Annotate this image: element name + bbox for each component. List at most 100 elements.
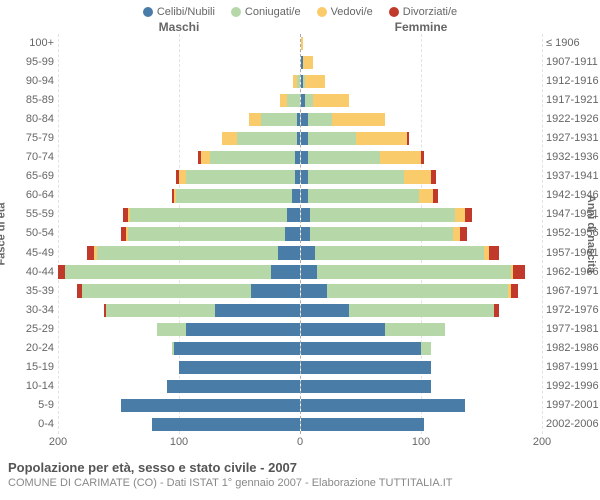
- segment: [315, 246, 484, 259]
- segment: [271, 265, 300, 278]
- female-half: [301, 208, 543, 221]
- female-half: [301, 37, 543, 50]
- segment: [285, 227, 299, 240]
- age-label: 60-64: [0, 186, 54, 205]
- segment: [465, 208, 472, 221]
- male-half: [58, 323, 300, 336]
- age-label: 10-14: [0, 377, 54, 396]
- male-half: [58, 56, 300, 69]
- segment: [301, 380, 431, 393]
- segment: [313, 94, 349, 107]
- male-half: [58, 361, 300, 374]
- segment: [179, 170, 186, 183]
- bar-row: [58, 224, 542, 243]
- birth-label: 1912-1916: [546, 72, 600, 91]
- segment: [186, 170, 295, 183]
- segment: [356, 132, 407, 145]
- segment: [349, 304, 494, 317]
- birth-label: 1972-1976: [546, 301, 600, 320]
- segment: [287, 208, 299, 221]
- legend-swatch-vedovi: [317, 7, 327, 17]
- bar-row: [58, 110, 542, 129]
- segment: [308, 189, 419, 202]
- bar-row: [58, 244, 542, 263]
- male-half: [58, 132, 300, 145]
- female-half: [301, 113, 543, 126]
- female-half: [301, 170, 543, 183]
- legend-swatch-coniugati: [231, 7, 241, 17]
- segment: [301, 323, 386, 336]
- segment: [237, 132, 297, 145]
- birth-label: 1932-1936: [546, 148, 600, 167]
- segment: [179, 361, 300, 374]
- segment: [407, 132, 409, 145]
- birth-label: 1982-1986: [546, 339, 600, 358]
- segment: [310, 227, 452, 240]
- male-half: [58, 189, 300, 202]
- segment: [332, 113, 385, 126]
- segment: [433, 189, 438, 202]
- segment: [301, 418, 424, 431]
- segment: [128, 227, 285, 240]
- segment: [301, 132, 308, 145]
- female-half: [301, 323, 543, 336]
- male-half: [58, 265, 300, 278]
- segment: [301, 246, 315, 259]
- x-tick: 100: [170, 436, 188, 448]
- bar-row: [58, 167, 542, 186]
- segment: [460, 227, 467, 240]
- female-half: [301, 94, 543, 107]
- legend-item: Coniugati/e: [231, 6, 301, 18]
- age-label: 95-99: [0, 53, 54, 72]
- legend-item: Celibi/Nubili: [143, 6, 215, 18]
- chart-title: Popolazione per età, sesso e stato civil…: [0, 452, 600, 475]
- legend-swatch-divorziati: [389, 7, 399, 17]
- female-half: [301, 284, 543, 297]
- segment: [305, 94, 312, 107]
- age-label: 80-84: [0, 110, 54, 129]
- age-label: 65-69: [0, 167, 54, 186]
- male-half: [58, 37, 300, 50]
- segment: [421, 342, 431, 355]
- female-half: [301, 418, 543, 431]
- legend-label: Vedovi/e: [331, 6, 373, 18]
- segment: [167, 380, 300, 393]
- segment: [327, 284, 508, 297]
- birth-label: 1922-1926: [546, 110, 600, 129]
- segment: [303, 56, 313, 69]
- birth-label: 2002-2006: [546, 415, 600, 434]
- legend-label: Divorziati/e: [403, 6, 457, 18]
- bar-row: [58, 53, 542, 72]
- age-label: 45-49: [0, 244, 54, 263]
- segment: [455, 208, 465, 221]
- segment: [215, 304, 300, 317]
- bar-row: [58, 377, 542, 396]
- segment: [251, 284, 299, 297]
- x-axis: 2001000100200: [58, 436, 542, 452]
- birth-label: 1917-1921: [546, 91, 600, 110]
- female-half: [301, 361, 543, 374]
- segment: [106, 304, 215, 317]
- segment: [301, 361, 431, 374]
- sex-headers: Maschi Femmine: [58, 20, 542, 34]
- segment: [121, 399, 300, 412]
- segment: [186, 323, 300, 336]
- age-label: 90-94: [0, 72, 54, 91]
- segment: [297, 75, 299, 88]
- bar-row: [58, 358, 542, 377]
- bar-row: [58, 282, 542, 301]
- bar-row: [58, 129, 542, 148]
- male-half: [58, 170, 300, 183]
- male-half: [58, 342, 300, 355]
- female-half: [301, 265, 543, 278]
- segment: [301, 37, 303, 50]
- segment: [249, 113, 261, 126]
- birth-label: 1927-1931: [546, 129, 600, 148]
- bar-row: [58, 34, 542, 53]
- female-half: [301, 189, 543, 202]
- segment: [176, 189, 292, 202]
- bars-area: [58, 34, 542, 434]
- segment: [431, 170, 436, 183]
- male-half: [58, 380, 300, 393]
- segment: [301, 113, 308, 126]
